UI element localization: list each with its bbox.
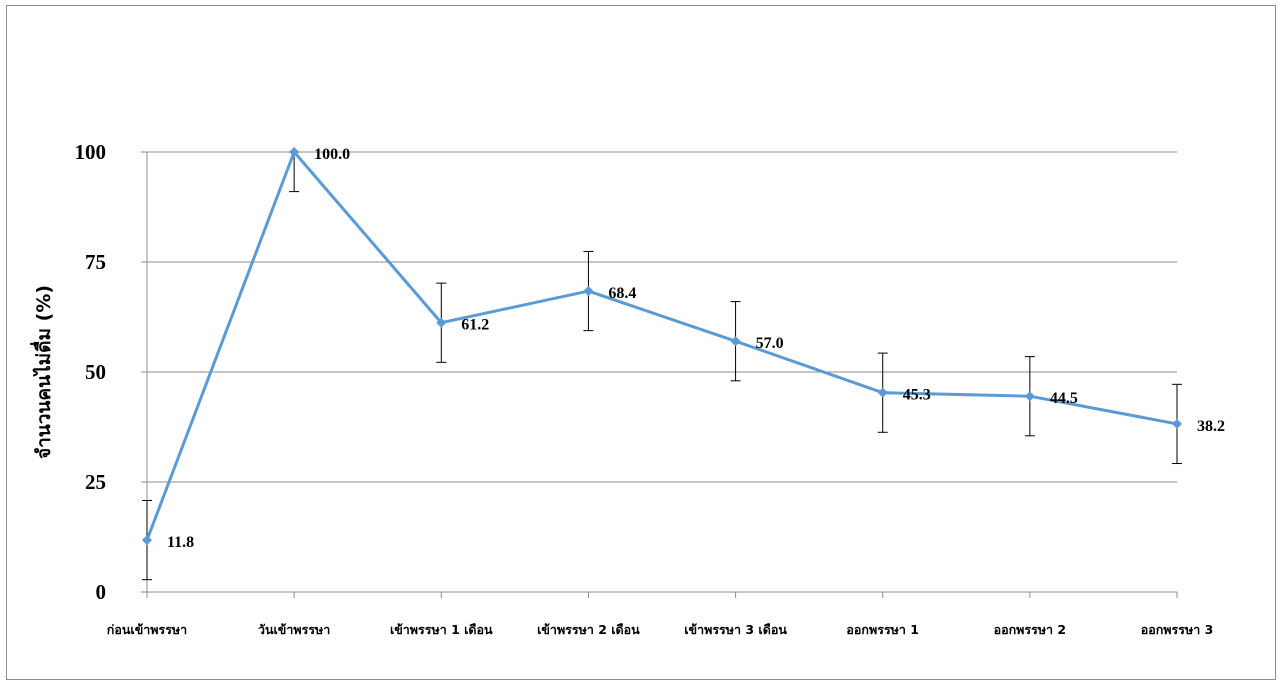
x-tick-label: เข้าพรรษา 3 เดือน bbox=[684, 622, 787, 637]
y-tick-label: 100 bbox=[75, 140, 107, 164]
data-label: 61.2 bbox=[461, 317, 489, 334]
data-point-marker bbox=[289, 147, 300, 157]
x-tick-label: วันเข้าพรรษา bbox=[258, 622, 330, 637]
data-point-marker bbox=[1024, 391, 1035, 402]
data-point-marker bbox=[583, 286, 594, 297]
data-labels: 11.8 100.0 61.2 68.4 57.0 45.3 44.5 38.2 bbox=[167, 146, 1225, 551]
y-tick-label: 75 bbox=[85, 250, 106, 274]
axes bbox=[141, 152, 1178, 598]
series-polyline bbox=[145, 150, 1178, 541]
x-tick-label: ออกพรรษา 3 bbox=[1141, 622, 1214, 637]
data-label: 100.0 bbox=[314, 146, 350, 163]
data-point-marker bbox=[1172, 418, 1182, 429]
x-tick-label: ออกพรรษา 2 bbox=[994, 622, 1067, 637]
x-tick-labels: ก่อนเข้าพรรษา วันเข้าพรรษา เข้าพรรษา 1 เดื… bbox=[107, 622, 1213, 637]
data-label: 38.2 bbox=[1197, 418, 1225, 435]
y-tick-label: 0 bbox=[96, 580, 107, 604]
chart-frame bbox=[6, 5, 1276, 680]
data-point-marker bbox=[730, 336, 741, 347]
x-tick-label: ออกพรรษา 1 bbox=[846, 622, 919, 637]
data-point-marker bbox=[877, 387, 888, 398]
data-label: 45.3 bbox=[903, 387, 931, 404]
data-label: 68.4 bbox=[608, 285, 636, 302]
y-axis-label: จำนวนคนไม่ดื่ม (%) bbox=[30, 285, 55, 459]
y-tick-label: 50 bbox=[85, 360, 106, 384]
data-point-marker bbox=[142, 535, 152, 546]
gridlines bbox=[141, 151, 1177, 483]
data-label: 44.5 bbox=[1050, 390, 1078, 407]
data-label: 57.0 bbox=[756, 335, 784, 352]
x-tick-label: เข้าพรรษา 2 เดือน bbox=[537, 622, 640, 637]
data-label: 11.8 bbox=[167, 534, 194, 551]
x-tick-label: เข้าพรรษา 1 เดือน bbox=[390, 622, 493, 637]
data-point-marker bbox=[436, 317, 447, 328]
error-bars bbox=[142, 151, 1182, 581]
y-tick-labels: 0 25 50 75 100 bbox=[75, 140, 107, 604]
x-tick-label: ก่อนเข้าพรรษา bbox=[107, 622, 187, 637]
y-tick-label: 25 bbox=[85, 470, 106, 494]
data-markers bbox=[142, 147, 1182, 546]
series-line bbox=[145, 150, 1178, 541]
